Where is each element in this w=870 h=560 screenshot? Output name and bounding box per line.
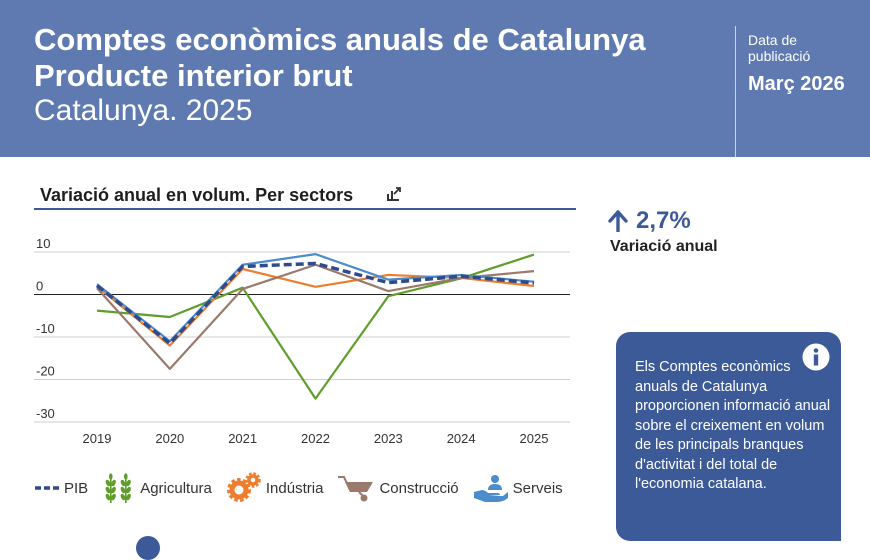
- variation-value: 2,7%: [608, 207, 691, 235]
- series-line-serveis: [96, 253, 535, 343]
- header-divider: [735, 26, 736, 157]
- info-box: Els Comptes econòmics anuals de Cataluny…: [616, 332, 841, 541]
- legend-label: Serveis: [512, 479, 563, 497]
- info-text: Els Comptes econòmics anuals de Cataluny…: [635, 359, 831, 492]
- variation-label: Variació anual: [610, 238, 718, 255]
- legend-label: Construcció: [379, 479, 459, 497]
- page-header: Comptes econòmics anuals de Catalunya Pr…: [0, 0, 870, 157]
- series-line-indstria: [96, 267, 535, 347]
- x-tick-label: 2019: [83, 431, 112, 446]
- y-tick-label: -10: [36, 321, 55, 336]
- legend-item-industria[interactable]: Indústria: [226, 471, 324, 505]
- line-chart: 10 0 -10 -20 -30 2019 2020 2021 2022 2023 2024 2025: [34, 236, 570, 446]
- y-tick-label: -30: [36, 406, 55, 421]
- page-title-line2: Producte interior brut: [34, 58, 353, 93]
- hand-person-icon: [473, 475, 508, 502]
- info-icon[interactable]: [801, 342, 831, 377]
- legend-label: PIB: [64, 479, 89, 497]
- chart-title-underline: [34, 208, 576, 210]
- arrow-up-icon: [608, 210, 628, 232]
- legend-item-construccio[interactable]: Construcció: [337, 473, 459, 503]
- chart-title: Variació anual en volum. Per sectors: [40, 185, 354, 205]
- series-line-pib: [95, 261, 535, 346]
- x-tick-label: 2022: [301, 431, 330, 446]
- x-tick-label: 2021: [228, 431, 257, 446]
- x-tick-label: 2025: [520, 431, 549, 446]
- legend-item-pib[interactable]: PIB: [34, 480, 88, 497]
- page-indicator-icon[interactable]: [136, 536, 160, 560]
- legend-item-serveis[interactable]: Serveis: [473, 472, 563, 504]
- x-tick-label: 2024: [447, 431, 476, 446]
- y-tick-label: 10: [36, 236, 50, 251]
- page-title: Comptes econòmics anuals de Catalunya: [34, 22, 646, 57]
- variation-value-text: 2,7%: [636, 207, 691, 234]
- legend-item-agricultura[interactable]: Agricultura: [102, 471, 212, 505]
- legend-label: Indústria: [265, 479, 324, 497]
- wheelbarrow-icon: [338, 476, 374, 502]
- legend-label: Agricultura: [140, 479, 212, 497]
- publication-date: Març 2026: [748, 73, 845, 95]
- wheat-icon: [105, 473, 132, 503]
- pib-dash-icon: [35, 486, 59, 490]
- x-tick-label: 2020: [155, 431, 184, 446]
- gears-icon: [226, 472, 261, 502]
- y-tick-label: -20: [36, 364, 55, 379]
- chart-legend: PIB Agricultura: [34, 470, 577, 506]
- publication-label: Data de publicació: [748, 32, 811, 64]
- expand-chart-icon[interactable]: [386, 186, 402, 207]
- y-tick-label: 0: [36, 279, 43, 294]
- page-subtitle: Catalunya. 2025: [34, 94, 253, 127]
- x-tick-label: 2023: [374, 431, 403, 446]
